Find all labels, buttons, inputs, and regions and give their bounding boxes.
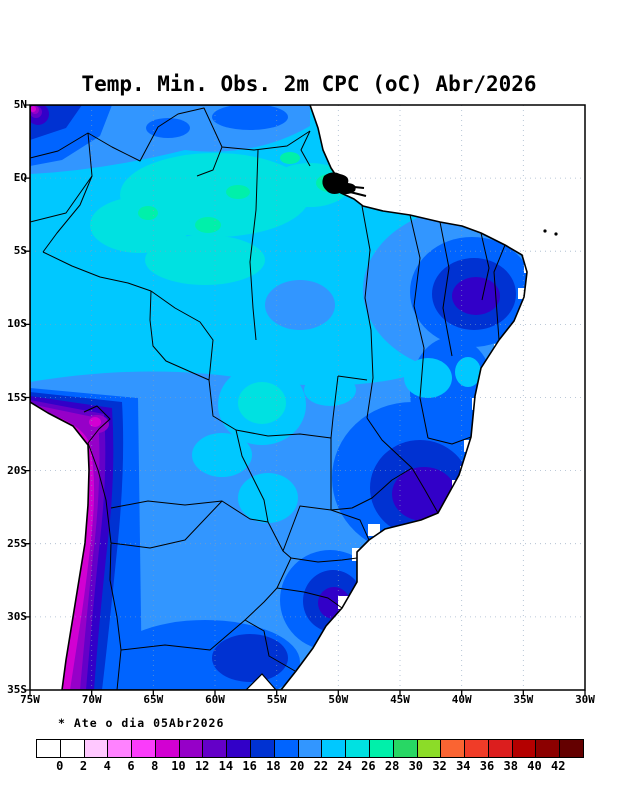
- colorbar-swatch: [37, 740, 61, 757]
- lat-tick-label: 10S: [7, 317, 27, 331]
- coastline: [30, 105, 528, 690]
- colorbar-swatch: [227, 740, 252, 757]
- amazon-mouth-detail: [322, 172, 558, 236]
- temperature-field: [30, 105, 527, 690]
- colorbar-swatch: [369, 740, 394, 757]
- lat-tick-label: 20S: [7, 463, 27, 477]
- colorbar: [36, 739, 584, 758]
- colorbar-tick-label: 8: [151, 759, 159, 773]
- lon-tick-label: 40W: [451, 693, 472, 706]
- colorbar-swatch: [560, 740, 583, 757]
- colorbar-tick-label: 26: [361, 759, 376, 773]
- lon-tick-label: 60W: [205, 693, 225, 706]
- colorbar-swatch: [60, 740, 85, 757]
- colorbar-tick-label: 28: [384, 759, 400, 773]
- colorbar-swatch: [465, 740, 489, 757]
- colorbar-swatch: [203, 740, 228, 757]
- colorbar-tick-label: 30: [408, 759, 424, 773]
- colorbar-swatch: [132, 740, 156, 757]
- axis-ticks: [24, 104, 586, 696]
- field-aqua-spots: [138, 152, 344, 233]
- colorbar-swatch: [393, 740, 418, 757]
- footnote: * Ate o dia 05Abr2026: [58, 716, 225, 730]
- colorbar-tick-label: 22: [313, 759, 329, 773]
- lon-tick-label: 35W: [513, 693, 534, 706]
- colorbar-swatch: [346, 740, 370, 757]
- colorbar-swatch: [488, 740, 513, 757]
- state-borders: [30, 107, 506, 690]
- colorbar-swatch: [155, 740, 180, 757]
- colorbar-swatch: [322, 740, 347, 757]
- colorbar-tick-label: 12: [194, 759, 210, 773]
- colorbar-tick-label: 14: [218, 759, 234, 773]
- colorbar-tick-label: 42: [551, 759, 566, 773]
- lon-tick-label: 45W: [390, 693, 410, 706]
- colorbar-swatch: [512, 740, 537, 757]
- chart-title: Temp. Min. Obs. 2m CPC (oC) Abr/2026: [81, 72, 537, 96]
- colorbar-tick-label: 32: [432, 759, 447, 773]
- lat-tick-label: 30S: [7, 609, 27, 623]
- colorbar-swatch: [274, 740, 299, 757]
- lon-tick-label: 50W: [328, 693, 349, 706]
- lat-tick-label: 25S: [7, 536, 27, 550]
- colorbar-tick-label: 6: [127, 759, 135, 773]
- lat-tick-label: EQ: [13, 171, 27, 185]
- colorbar-tick-label: 2: [79, 759, 88, 773]
- rio-de-la-plata: [245, 673, 277, 690]
- colorbar-swatch: [441, 740, 466, 757]
- lat-tick-label: 15S: [7, 390, 27, 404]
- lat-tick-label: 35S: [7, 683, 27, 696]
- colorbar-tick-label: 40: [527, 759, 542, 773]
- lon-tick-label: 65W: [143, 693, 164, 706]
- colorbar-tick-label: 36: [479, 759, 495, 773]
- lat-tick-label: 5S: [13, 244, 27, 258]
- map-area: [30, 105, 585, 690]
- lon-tick-label: 30W: [575, 693, 595, 706]
- colorbar-swatch: [536, 740, 561, 757]
- colorbar-tick-label: 38: [503, 759, 519, 773]
- colorbar-tick-label: 16: [242, 759, 257, 773]
- field-warm-pockets: [192, 357, 481, 523]
- colorbar-tick-label: 34: [456, 759, 471, 773]
- lon-tick-label: 55W: [266, 693, 287, 706]
- colorbar-tick-label: 18: [266, 759, 281, 773]
- colorbar-tick-label: 0: [56, 759, 64, 773]
- colorbar-tick-label: 24: [337, 759, 352, 773]
- colorbar-tick-label: 4: [103, 759, 111, 773]
- colorbar-swatch: [298, 740, 323, 757]
- colorbar-tick-label: 20: [289, 759, 305, 773]
- colorbar-swatch: [417, 740, 442, 757]
- lat-tick-label: 5N: [13, 98, 27, 111]
- lon-tick-label: 75W: [20, 693, 40, 706]
- colorbar-swatch: [108, 740, 133, 757]
- colorbar-swatch: [179, 740, 204, 757]
- colorbar-tick-label: 10: [171, 759, 186, 773]
- colorbar-swatch: [84, 740, 109, 757]
- lon-tick-label: 70W: [81, 693, 102, 706]
- colorbar-swatch: [251, 740, 275, 757]
